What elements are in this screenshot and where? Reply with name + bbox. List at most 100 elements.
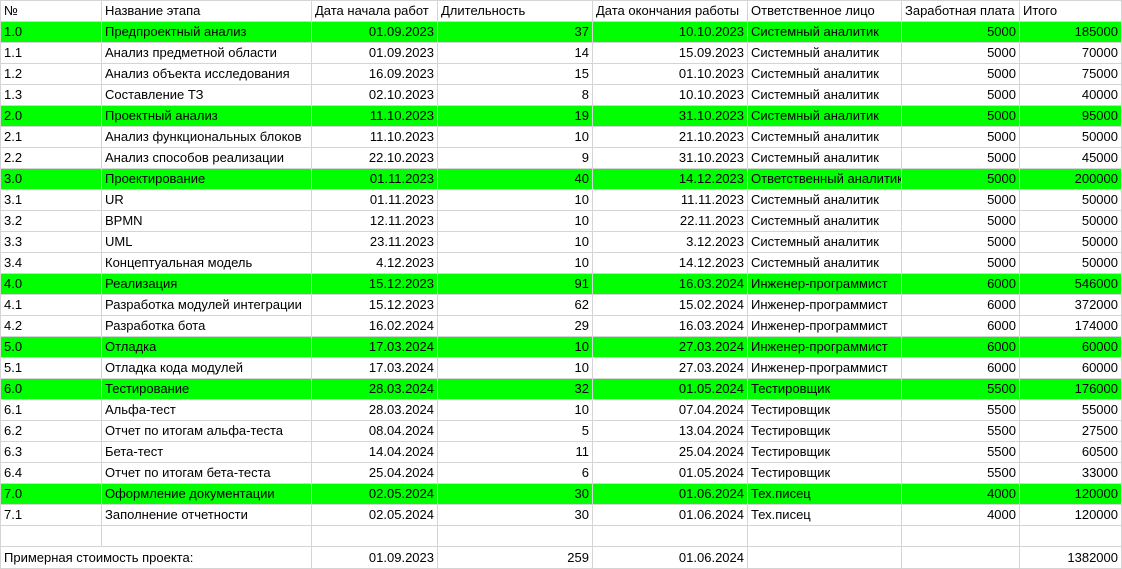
total-cell[interactable]: 174000 — [1019, 315, 1122, 337]
duration-cell[interactable]: 10 — [437, 231, 593, 253]
header-duration-cell[interactable]: Длительность — [437, 0, 593, 22]
num-cell[interactable]: 6.2 — [0, 420, 102, 442]
salary-cell[interactable]: 5000 — [901, 42, 1020, 64]
end-cell[interactable]: 01.06.2024 — [592, 504, 748, 526]
name-cell[interactable]: Концептуальная модель — [101, 252, 312, 274]
salary-cell[interactable]: 5000 — [901, 21, 1020, 43]
salary-cell[interactable]: 5500 — [901, 462, 1020, 484]
end-cell[interactable]: 13.04.2024 — [592, 420, 748, 442]
num-cell[interactable]: 6.1 — [0, 399, 102, 421]
duration-cell[interactable]: 29 — [437, 315, 593, 337]
salary-cell[interactable]: 5000 — [901, 168, 1020, 190]
duration-cell[interactable]: 37 — [437, 21, 593, 43]
name-cell[interactable]: Предпроектный анализ — [101, 21, 312, 43]
duration-cell[interactable]: 10 — [437, 210, 593, 232]
num-cell[interactable]: 4.0 — [0, 273, 102, 295]
num-cell[interactable]: 4.2 — [0, 315, 102, 337]
start-cell[interactable]: 01.11.2023 — [311, 168, 438, 190]
end-cell[interactable]: 31.10.2023 — [592, 147, 748, 169]
duration-cell[interactable]: 11 — [437, 441, 593, 463]
responsible-cell[interactable]: Тех.писец — [747, 504, 902, 526]
duration-cell[interactable]: 10 — [437, 336, 593, 358]
name-cell[interactable]: Разработка бота — [101, 315, 312, 337]
responsible-cell[interactable]: Системный аналитик — [747, 21, 902, 43]
name-cell[interactable]: Тестирование — [101, 378, 312, 400]
duration-cell[interactable]: 10 — [437, 399, 593, 421]
total-cell[interactable]: 60000 — [1019, 357, 1122, 379]
start-cell[interactable]: 01.09.2023 — [311, 21, 438, 43]
responsible-cell[interactable]: Тех.писец — [747, 483, 902, 505]
start-cell[interactable]: 02.10.2023 — [311, 84, 438, 106]
total-cell[interactable]: 120000 — [1019, 483, 1122, 505]
end-cell[interactable]: 27.03.2024 — [592, 336, 748, 358]
responsible-cell[interactable]: Тестировщик — [747, 441, 902, 463]
total-cell[interactable]: 50000 — [1019, 189, 1122, 211]
total-cell[interactable]: 40000 — [1019, 84, 1122, 106]
start-cell[interactable]: 28.03.2024 — [311, 399, 438, 421]
empty-cell[interactable] — [901, 546, 1020, 569]
name-cell[interactable]: Анализ способов реализации — [101, 147, 312, 169]
start-cell[interactable]: 08.04.2024 — [311, 420, 438, 442]
salary-cell[interactable]: 5500 — [901, 378, 1020, 400]
start-cell[interactable]: 11.10.2023 — [311, 126, 438, 148]
salary-cell[interactable]: 5000 — [901, 126, 1020, 148]
duration-cell[interactable]: 30 — [437, 504, 593, 526]
name-cell[interactable]: Анализ предметной области — [101, 42, 312, 64]
num-cell[interactable]: 3.0 — [0, 168, 102, 190]
name-cell[interactable]: Реализация — [101, 273, 312, 295]
total-cell[interactable]: 120000 — [1019, 504, 1122, 526]
salary-cell[interactable]: 5500 — [901, 441, 1020, 463]
end-cell[interactable]: 21.10.2023 — [592, 126, 748, 148]
start-cell[interactable]: 17.03.2024 — [311, 357, 438, 379]
salary-cell[interactable]: 4000 — [901, 483, 1020, 505]
end-cell[interactable]: 01.06.2024 — [592, 483, 748, 505]
empty-cell[interactable] — [437, 525, 593, 547]
header-name-cell[interactable]: Название этапа — [101, 0, 312, 22]
total-cell[interactable]: 200000 — [1019, 168, 1122, 190]
total-cell[interactable]: 372000 — [1019, 294, 1122, 316]
salary-cell[interactable]: 5000 — [901, 189, 1020, 211]
salary-cell[interactable]: 5000 — [901, 210, 1020, 232]
header-end-cell[interactable]: Дата окончания работы — [592, 0, 748, 22]
summary-label-cell[interactable]: Примерная стоимость проекта: — [0, 546, 312, 569]
salary-cell[interactable]: 6000 — [901, 357, 1020, 379]
total-cell[interactable]: 176000 — [1019, 378, 1122, 400]
summary-end-cell[interactable]: 01.06.2024 — [592, 546, 748, 569]
start-cell[interactable]: 02.05.2024 — [311, 504, 438, 526]
start-cell[interactable]: 17.03.2024 — [311, 336, 438, 358]
responsible-cell[interactable]: Системный аналитик — [747, 231, 902, 253]
total-cell[interactable]: 33000 — [1019, 462, 1122, 484]
duration-cell[interactable]: 62 — [437, 294, 593, 316]
salary-cell[interactable]: 5000 — [901, 105, 1020, 127]
num-cell[interactable]: 5.0 — [0, 336, 102, 358]
name-cell[interactable]: Составление ТЗ — [101, 84, 312, 106]
num-cell[interactable]: 4.1 — [0, 294, 102, 316]
responsible-cell[interactable]: Системный аналитик — [747, 147, 902, 169]
name-cell[interactable]: Отладка кода модулей — [101, 357, 312, 379]
responsible-cell[interactable]: Инженер-программист — [747, 357, 902, 379]
start-cell[interactable]: 01.11.2023 — [311, 189, 438, 211]
responsible-cell[interactable]: Тестировщик — [747, 462, 902, 484]
duration-cell[interactable]: 5 — [437, 420, 593, 442]
name-cell[interactable]: Анализ объекта исследования — [101, 63, 312, 85]
empty-cell[interactable] — [311, 525, 438, 547]
responsible-cell[interactable]: Системный аналитик — [747, 84, 902, 106]
total-cell[interactable]: 50000 — [1019, 210, 1122, 232]
total-cell[interactable]: 27500 — [1019, 420, 1122, 442]
duration-cell[interactable]: 91 — [437, 273, 593, 295]
duration-cell[interactable]: 40 — [437, 168, 593, 190]
num-cell[interactable]: 7.0 — [0, 483, 102, 505]
duration-cell[interactable]: 19 — [437, 105, 593, 127]
summary-start-cell[interactable]: 01.09.2023 — [311, 546, 438, 569]
name-cell[interactable]: Отчет по итогам альфа-теста — [101, 420, 312, 442]
empty-cell[interactable] — [592, 525, 748, 547]
salary-cell[interactable]: 6000 — [901, 294, 1020, 316]
total-cell[interactable]: 50000 — [1019, 252, 1122, 274]
end-cell[interactable]: 14.12.2023 — [592, 252, 748, 274]
num-cell[interactable]: 1.3 — [0, 84, 102, 106]
salary-cell[interactable]: 5000 — [901, 252, 1020, 274]
total-cell[interactable]: 50000 — [1019, 126, 1122, 148]
total-cell[interactable]: 50000 — [1019, 231, 1122, 253]
header-salary-cell[interactable]: Заработная плата — [901, 0, 1020, 22]
start-cell[interactable]: 16.09.2023 — [311, 63, 438, 85]
